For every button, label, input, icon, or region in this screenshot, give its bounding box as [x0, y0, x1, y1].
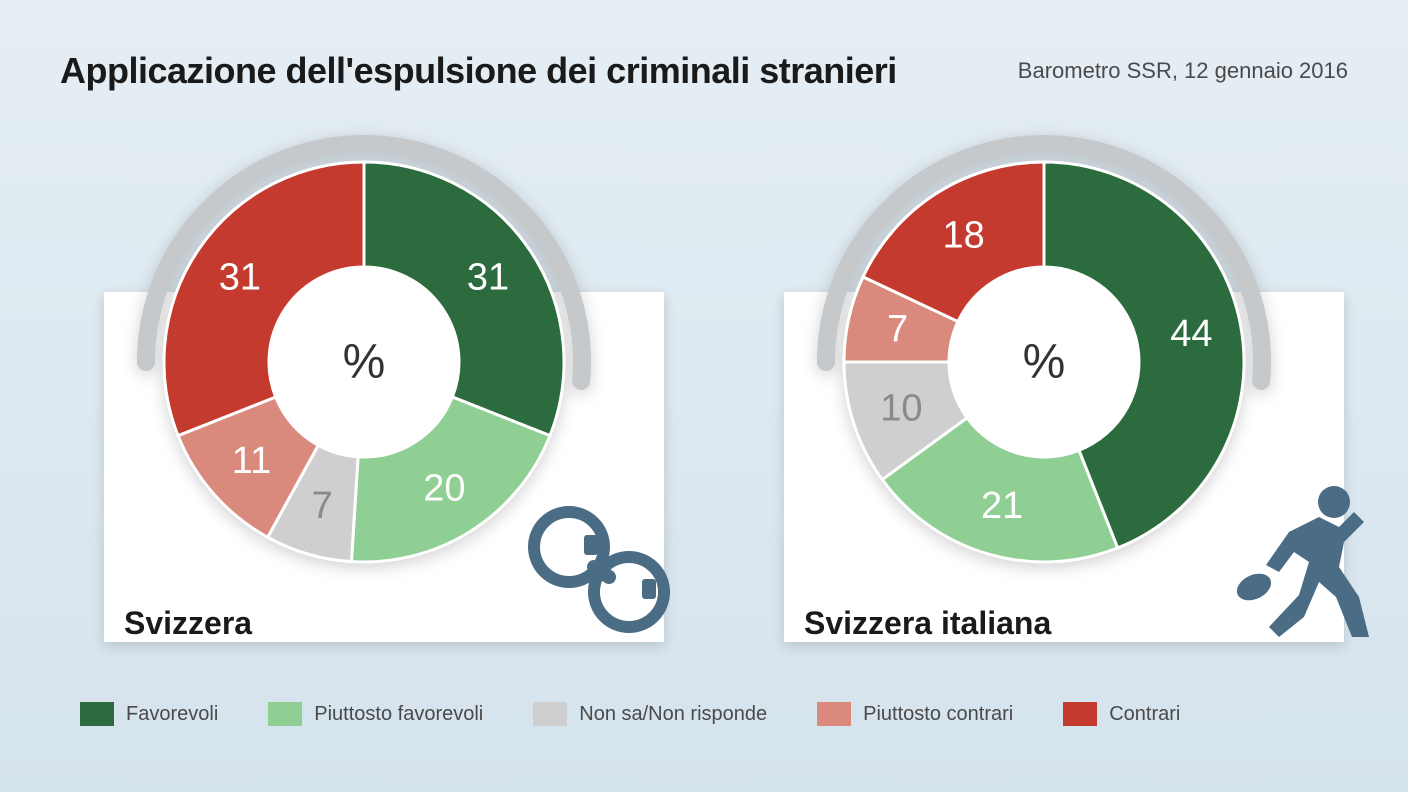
infographic-container: Applicazione dell'espulsione dei crimina…	[0, 0, 1408, 792]
running-thief-icon	[1224, 477, 1394, 652]
legend-label: Contrari	[1109, 703, 1180, 726]
slice-value: 20	[423, 468, 465, 510]
legend-label: Favorevoli	[126, 703, 218, 726]
legend-item: Piuttosto contrari	[817, 702, 1013, 726]
slice-value: 21	[981, 485, 1023, 527]
slice-value: 10	[880, 387, 922, 429]
legend-swatch	[533, 702, 567, 726]
header: Applicazione dell'espulsione dei crimina…	[60, 50, 1348, 92]
legend-swatch	[268, 702, 302, 726]
legend-swatch	[80, 702, 114, 726]
subtitle: Barometro SSR, 12 gennaio 2016	[1018, 58, 1348, 84]
slice-value: 7	[887, 308, 908, 350]
legend-label: Piuttosto contrari	[863, 703, 1013, 726]
handcuffs-icon	[524, 487, 684, 642]
center-label: %	[1023, 335, 1066, 390]
slice-value: 31	[467, 257, 509, 299]
legend-label: Non sa/Non risponde	[579, 703, 767, 726]
center-label: %	[343, 335, 386, 390]
charts-row: 31 20 7 11 31 % Svizzera 44 21 10 7 18	[60, 122, 1348, 662]
legend-item: Contrari	[1063, 702, 1180, 726]
legend-item: Favorevoli	[80, 702, 218, 726]
donut-wrap-1: 44 21 10 7 18 %	[804, 122, 1284, 602]
legend-item: Non sa/Non risponde	[533, 702, 767, 726]
slice-value: 7	[312, 485, 333, 527]
chart-svizzera: 31 20 7 11 31 % Svizzera	[64, 122, 664, 662]
slice-value: 44	[1170, 313, 1212, 355]
chart-svizzera-italiana: 44 21 10 7 18 % Svizzera italiana	[744, 122, 1344, 662]
slice-value: 18	[942, 214, 984, 256]
legend-item: Piuttosto favorevoli	[268, 702, 483, 726]
chart-label: Svizzera italiana	[804, 605, 1051, 642]
legend-swatch	[1063, 702, 1097, 726]
page-title: Applicazione dell'espulsione dei crimina…	[60, 50, 897, 92]
chart-label: Svizzera	[124, 605, 252, 642]
slice-value: 31	[219, 257, 261, 299]
slice-value: 11	[232, 440, 271, 482]
legend-label: Piuttosto favorevoli	[314, 703, 483, 726]
legend-swatch	[817, 702, 851, 726]
legend: Favorevoli Piuttosto favorevoli Non sa/Non…	[60, 702, 1348, 726]
